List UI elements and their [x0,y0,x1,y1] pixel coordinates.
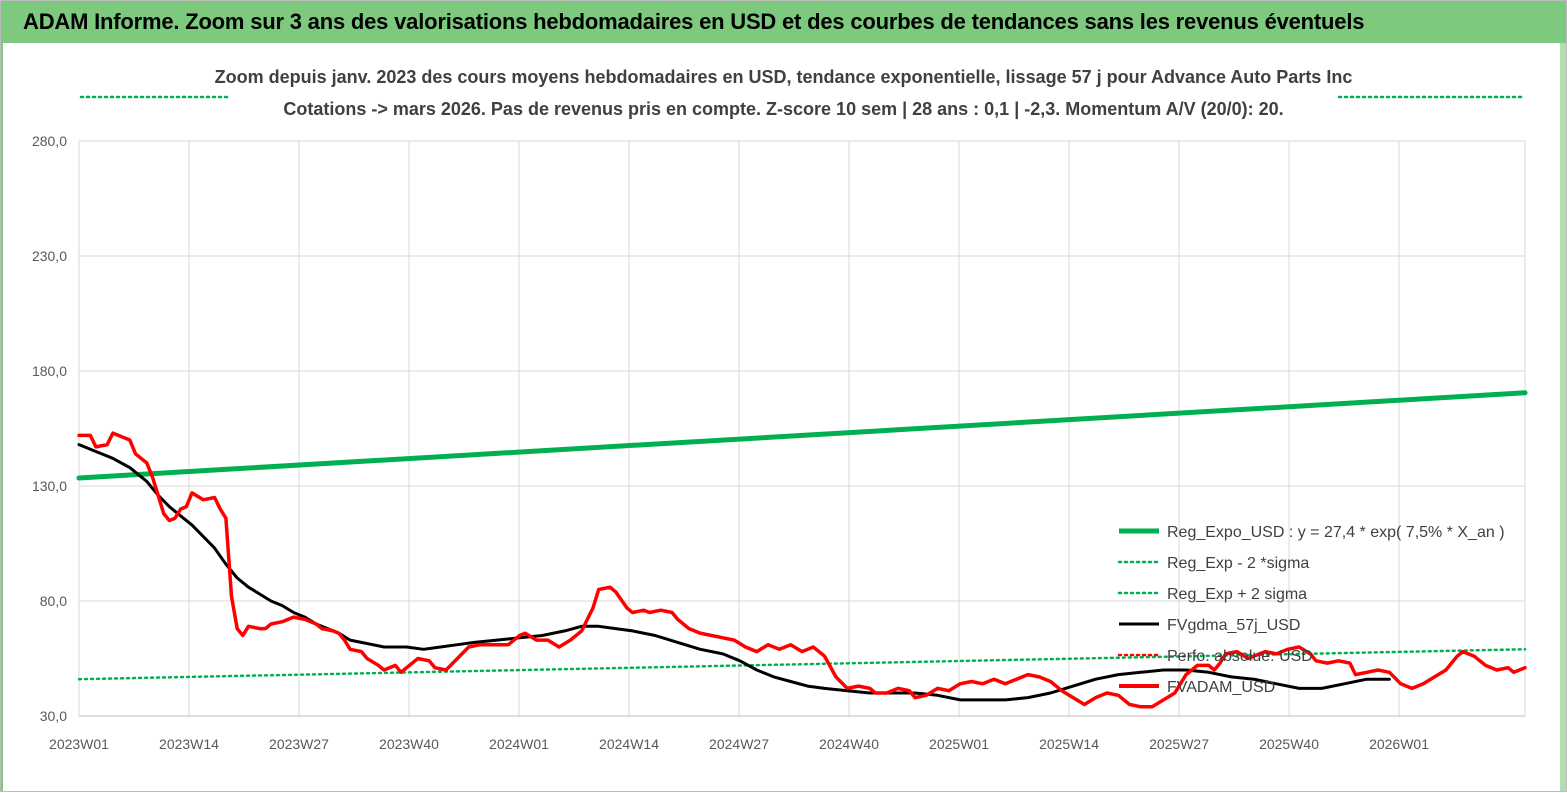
y-tick-label: 30,0 [40,708,67,724]
y-tick-label: 230,0 [32,248,67,264]
legend-label: FVgdma_57j_USD [1167,617,1300,634]
x-tick-label: 2023W14 [159,736,219,752]
x-tick-label: 2023W01 [49,736,109,752]
chart-series [76,95,1528,709]
y-tick-label: 280,0 [32,133,67,149]
x-axis-ticks: 2023W01 2023W14 2023W27 2023W40 2024W01 2024W… [49,736,1429,752]
legend-label: Perfo. absolue: USD [1167,648,1313,665]
title-banner: ADAM Informe. Zoom sur 3 ans des valoris… [1,1,1566,43]
y-axis-ticks: 30,0 80,0 130,0 180,0 230,0 280,0 [32,133,67,724]
x-tick-label: 2025W27 [1149,736,1209,752]
y-tick-label: 180,0 [32,363,67,379]
right-accent-bar [1560,43,1566,791]
series-line [77,443,1391,702]
x-tick-label: 2023W27 [269,736,329,752]
x-tick-label: 2024W40 [819,736,879,752]
x-tick-label: 2025W40 [1259,736,1319,752]
series-line [76,390,1528,481]
x-tick-label: 2024W01 [489,736,549,752]
series-line [77,648,1527,681]
series-line [77,431,1527,709]
chart-subtitle: Cotations -> mars 2026. Pas de revenus p… [283,99,1284,119]
legend-label: FVADAM_USD [1167,679,1275,696]
legend-label: Reg_Exp - 2 *sigma [1167,555,1309,572]
left-accent-bar [1,43,3,791]
x-tick-label: 2026W01 [1369,736,1429,752]
chart-legend: Reg_Expo_USD : y = 27,4 * exp( 7,5% * X_… [1117,524,1505,696]
chart-title: Zoom depuis janv. 2023 des cours moyens … [214,67,1353,87]
page-title: ADAM Informe. Zoom sur 3 ans des valoris… [23,9,1365,34]
x-tick-label: 2023W40 [379,736,439,752]
legend-label: Reg_Exp + 2 sigma [1167,586,1307,603]
x-tick-label: 2024W27 [709,736,769,752]
x-tick-label: 2025W14 [1039,736,1099,752]
x-tick-label: 2024W14 [599,736,659,752]
legend-label: Reg_Expo_USD : y = 27,4 * exp( 7,5% * X_… [1167,524,1505,541]
grid-lines [78,140,1526,717]
x-tick-label: 2025W01 [929,736,989,752]
y-tick-label: 130,0 [32,478,67,494]
y-tick-label: 80,0 [40,593,67,609]
